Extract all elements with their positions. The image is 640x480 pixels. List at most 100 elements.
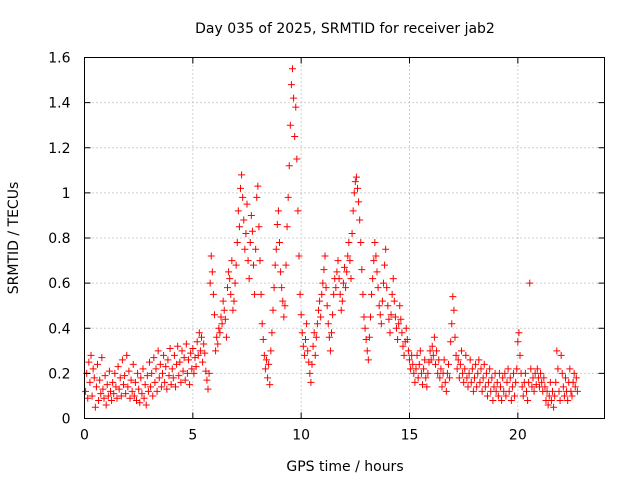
data-point	[130, 392, 138, 400]
data-point	[309, 342, 317, 350]
data-point	[221, 315, 229, 323]
data-point	[280, 313, 288, 321]
data-point	[268, 329, 276, 337]
data-point	[552, 378, 560, 386]
data-point	[516, 351, 524, 359]
data-point	[388, 290, 396, 298]
data-point	[185, 356, 192, 364]
data-point	[419, 381, 426, 389]
data-point	[178, 347, 186, 355]
data-point	[404, 347, 412, 355]
data-point	[269, 306, 277, 314]
data-point	[322, 284, 330, 292]
data-point	[469, 387, 477, 395]
data-point	[299, 342, 307, 350]
data-point	[179, 367, 187, 375]
data-point	[114, 363, 122, 371]
data-point	[234, 207, 242, 215]
data-point	[92, 383, 100, 391]
data-point	[386, 329, 394, 337]
data-point	[504, 365, 512, 373]
data-point	[562, 374, 569, 382]
data-point	[168, 365, 176, 373]
data-point	[226, 275, 234, 283]
data-point	[182, 340, 190, 348]
data-point	[461, 365, 469, 373]
data-point	[361, 324, 369, 332]
data-point	[291, 132, 299, 140]
data-point	[153, 387, 161, 395]
data-point	[443, 369, 451, 377]
data-point	[473, 383, 481, 391]
data-point	[538, 378, 546, 386]
data-point	[229, 306, 237, 314]
data-point	[514, 338, 522, 346]
data-point	[367, 313, 374, 321]
data-point	[318, 290, 326, 298]
data-point	[286, 121, 294, 129]
x-tick-label: 5	[188, 428, 197, 444]
data-point	[207, 252, 215, 260]
data-point	[192, 363, 200, 371]
data-point	[225, 268, 233, 276]
data-point	[143, 372, 151, 380]
data-point	[188, 365, 196, 373]
data-point	[383, 284, 391, 292]
data-point	[230, 297, 238, 305]
data-point	[494, 392, 502, 400]
data-point	[264, 374, 272, 382]
data-point	[384, 302, 392, 310]
data-point	[254, 182, 262, 190]
data-point	[279, 297, 287, 305]
data-point	[464, 383, 472, 391]
data-point	[400, 351, 408, 359]
data-point	[369, 275, 377, 283]
data-point	[298, 329, 306, 337]
data-point	[276, 239, 283, 247]
data-point	[194, 351, 202, 359]
data-point	[382, 245, 390, 253]
data-point	[270, 284, 278, 292]
data-point	[260, 351, 268, 359]
data-point	[142, 401, 150, 409]
data-point	[572, 374, 580, 382]
data-point	[373, 268, 381, 276]
data-point	[475, 356, 483, 364]
data-point	[201, 349, 209, 357]
data-point	[155, 374, 163, 382]
data-point	[390, 297, 398, 305]
data-point	[411, 378, 419, 386]
data-point	[320, 266, 328, 274]
data-point	[135, 385, 143, 393]
data-point	[278, 284, 286, 292]
data-point	[213, 333, 221, 341]
data-point	[396, 302, 404, 310]
data-point	[284, 193, 292, 201]
data-point	[156, 360, 164, 368]
data-point	[459, 369, 467, 377]
data-point	[84, 394, 92, 402]
data-point	[466, 356, 474, 364]
data-point	[481, 383, 489, 391]
y-tick-label: 0.4	[48, 321, 70, 337]
data-point	[433, 347, 441, 355]
data-point	[332, 284, 340, 292]
data-point	[200, 340, 208, 348]
data-point	[477, 365, 485, 373]
data-point	[452, 351, 460, 359]
data-point	[103, 381, 111, 389]
data-point	[454, 356, 462, 364]
data-point	[389, 275, 397, 283]
data-point	[172, 383, 179, 391]
data-point	[266, 381, 274, 389]
data-point	[97, 390, 105, 398]
data-point	[258, 320, 266, 328]
data-point	[116, 374, 124, 382]
data-point	[163, 385, 171, 393]
data-point	[190, 369, 198, 377]
data-point	[165, 372, 173, 380]
y-tick-label: 0	[62, 412, 71, 428]
data-point	[253, 193, 261, 201]
data-point	[375, 302, 383, 310]
